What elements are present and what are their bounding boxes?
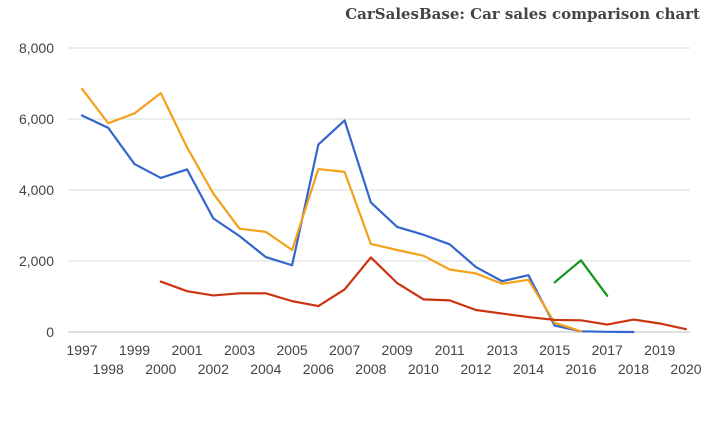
- x-tick-label: 2004: [250, 361, 281, 377]
- x-tick-label: 1998: [93, 361, 124, 377]
- x-tick-label: 2008: [355, 361, 386, 377]
- x-tick-label: 2014: [513, 361, 544, 377]
- x-tick-label: 2001: [171, 342, 202, 358]
- y-tick-label: 2,000: [19, 253, 54, 269]
- x-tick-label: 2016: [565, 361, 596, 377]
- x-tick-label: 2012: [460, 361, 491, 377]
- series-group: [80, 87, 688, 334]
- y-tick-label: 6,000: [19, 111, 54, 127]
- y-tick-label: 0: [46, 324, 54, 340]
- x-tick-label: 2007: [329, 342, 360, 358]
- x-tick-label: 2006: [303, 361, 334, 377]
- y-tick-label: 8,000: [19, 40, 54, 56]
- series-line-1: [80, 114, 635, 334]
- x-tick-label: 2003: [224, 342, 255, 358]
- x-tick-label: 2000: [145, 361, 176, 377]
- series-line-2: [80, 87, 583, 333]
- x-tick-label: 1999: [119, 342, 150, 358]
- x-tick-label: 2009: [382, 342, 413, 358]
- y-axis-ticks: 0 2,000 4,000 6,000 8,000: [19, 40, 54, 340]
- x-tick-label: 2018: [618, 361, 649, 377]
- x-tick-label: 2010: [408, 361, 439, 377]
- x-tick-label: 2017: [592, 342, 623, 358]
- series-line-3: [159, 256, 688, 331]
- chart-title: CarSalesBase: Car sales comparison chart: [345, 5, 700, 23]
- x-tick-label: 2015: [539, 342, 570, 358]
- x-tick-label: 2011: [435, 342, 465, 358]
- y-tick-label: 4,000: [19, 182, 54, 198]
- x-tick-label: 1997: [66, 342, 97, 358]
- x-tick-label: 2020: [670, 361, 701, 377]
- grid: [68, 47, 690, 333]
- x-tick-label: 2013: [487, 342, 518, 358]
- series-line-4: [553, 259, 609, 297]
- x-tick-label: 2005: [277, 342, 308, 358]
- x-tick-label: 2019: [644, 342, 675, 358]
- x-tick-label: 2002: [198, 361, 229, 377]
- x-axis-ticks: 1997 1998 1999 2000 2001 2002 2003 2004 2005 2006…: [66, 342, 701, 377]
